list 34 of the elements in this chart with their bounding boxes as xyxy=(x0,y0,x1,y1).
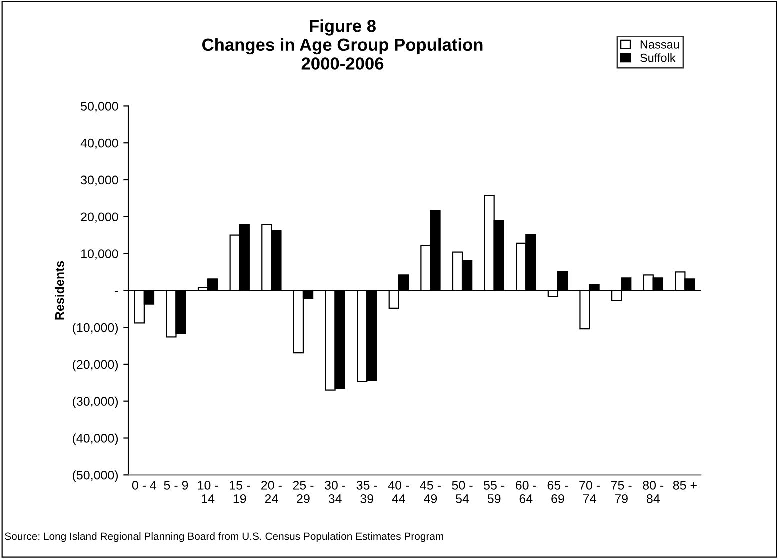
y-tick-label: 10,000 xyxy=(82,250,118,260)
y-tick-label: (40,000) xyxy=(73,434,118,446)
x-tick-label: 30 - 34 xyxy=(325,481,346,504)
x-tick-label: 20 - 24 xyxy=(262,481,282,504)
legend-label: Nassau xyxy=(640,40,680,49)
x-tick-label: 60 - 64 xyxy=(516,481,536,504)
legend-label: Suffolk xyxy=(640,54,676,62)
x-tick-label: 50 - 54 xyxy=(452,481,473,504)
x-tick-label: 85 + xyxy=(673,481,697,490)
x-tick-label: 80 - 84 xyxy=(643,481,664,504)
y-tick-label: 40,000 xyxy=(80,138,118,150)
x-tick-label: 5 - 9 xyxy=(164,481,188,490)
x-tick-label: 10 - 14 xyxy=(198,481,218,504)
x-tick-label: 0 - 4 xyxy=(132,481,157,490)
x-tick-label: 45 - 49 xyxy=(420,481,441,504)
y-axis-title: Residents xyxy=(55,261,64,320)
x-tick-label: 55 - 59 xyxy=(484,481,505,504)
y-tick-label: (50,000) xyxy=(73,470,118,482)
chart-title: Figure 8 Changes in Age Group Population 2000-2006 xyxy=(202,20,483,70)
x-tick-label: 15 - 19 xyxy=(230,481,250,504)
y-tick-label: (10,000) xyxy=(73,323,118,335)
y-tick-label: (20,000) xyxy=(73,360,118,372)
x-tick-label: 70 - 74 xyxy=(580,481,600,504)
x-tick-label: 35 - 39 xyxy=(356,481,378,504)
x-tick-label: 65 - 69 xyxy=(548,481,568,504)
y-tick-label: 20,000 xyxy=(81,212,118,224)
x-tick-label: 40 - 44 xyxy=(388,481,410,504)
source-note: Source: Long Island Regional Planning Board from U.S. Census Population Estimates Program xyxy=(5,532,444,542)
y-tick-label: - xyxy=(115,291,118,292)
y-tick-label: (30,000) xyxy=(73,396,118,408)
x-tick-label: 75 - 79 xyxy=(611,481,632,504)
y-tick-label: 30,000 xyxy=(81,176,118,186)
x-tick-label: 25 - 29 xyxy=(293,481,314,504)
y-tick-label: 50,000 xyxy=(81,102,118,112)
